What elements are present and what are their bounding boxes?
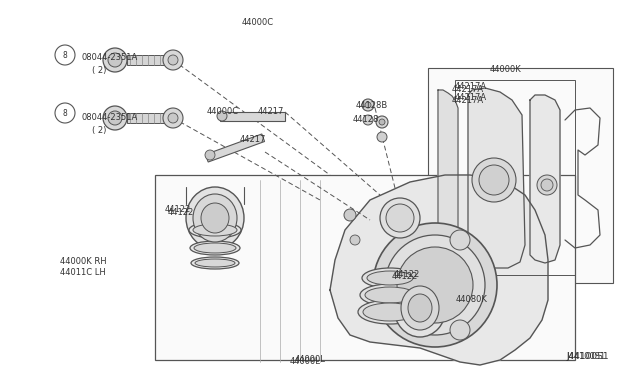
Bar — [205, 134, 264, 162]
Text: 44000K: 44000K — [490, 65, 522, 74]
Ellipse shape — [363, 303, 417, 321]
Circle shape — [385, 235, 485, 335]
Circle shape — [103, 48, 127, 72]
Text: 44217A: 44217A — [455, 82, 487, 91]
Circle shape — [376, 116, 388, 128]
Ellipse shape — [367, 271, 413, 285]
Ellipse shape — [195, 259, 235, 267]
Ellipse shape — [408, 294, 432, 322]
Ellipse shape — [201, 203, 229, 233]
Text: 44122: 44122 — [165, 205, 191, 214]
Ellipse shape — [360, 284, 420, 306]
Circle shape — [350, 235, 360, 245]
Text: 44217A: 44217A — [455, 93, 487, 102]
Ellipse shape — [193, 224, 237, 236]
Text: 8: 8 — [63, 109, 67, 118]
Text: 44217A: 44217A — [452, 96, 484, 105]
Text: 44122: 44122 — [392, 272, 419, 281]
Ellipse shape — [186, 187, 244, 249]
Circle shape — [479, 165, 509, 195]
Ellipse shape — [190, 241, 240, 255]
Ellipse shape — [194, 243, 236, 253]
Ellipse shape — [358, 300, 422, 324]
Text: 44122: 44122 — [394, 270, 420, 279]
Circle shape — [397, 247, 473, 323]
Circle shape — [377, 132, 387, 142]
Circle shape — [168, 113, 178, 123]
Text: 44000K RH: 44000K RH — [60, 257, 107, 266]
Circle shape — [55, 45, 75, 65]
Bar — [127, 55, 165, 65]
Text: 08044-2351A: 08044-2351A — [82, 53, 138, 62]
Circle shape — [163, 108, 183, 128]
Text: 44080K: 44080K — [456, 295, 488, 304]
Circle shape — [217, 111, 227, 121]
Circle shape — [205, 150, 215, 160]
Polygon shape — [530, 95, 560, 263]
Circle shape — [365, 102, 371, 108]
Circle shape — [362, 99, 374, 111]
Circle shape — [386, 204, 414, 232]
Text: 44000L: 44000L — [290, 357, 321, 366]
Bar — [127, 113, 165, 123]
Ellipse shape — [394, 279, 446, 337]
Circle shape — [108, 53, 122, 67]
Polygon shape — [438, 90, 458, 262]
Text: 44128: 44128 — [353, 115, 380, 124]
Text: 44000L: 44000L — [295, 355, 326, 364]
Text: 44011C LH: 44011C LH — [60, 268, 106, 277]
Text: 44122: 44122 — [168, 208, 195, 217]
Circle shape — [363, 115, 373, 125]
Circle shape — [450, 230, 470, 250]
Circle shape — [55, 103, 75, 123]
Text: 44217: 44217 — [240, 135, 266, 144]
Text: 44217A: 44217A — [452, 85, 484, 94]
Text: 44217: 44217 — [258, 107, 284, 116]
Text: 44000C: 44000C — [242, 18, 274, 27]
Ellipse shape — [365, 287, 415, 303]
Text: J44100S1: J44100S1 — [566, 352, 609, 361]
Circle shape — [344, 209, 356, 221]
Circle shape — [472, 158, 516, 202]
Circle shape — [163, 50, 183, 70]
Text: 8: 8 — [63, 51, 67, 60]
Circle shape — [541, 179, 553, 191]
Text: ( 2): ( 2) — [92, 126, 106, 135]
Ellipse shape — [193, 194, 237, 242]
Ellipse shape — [401, 286, 439, 330]
Text: ( 2): ( 2) — [92, 66, 106, 75]
Text: 44128B: 44128B — [356, 101, 388, 110]
Circle shape — [537, 175, 557, 195]
Ellipse shape — [191, 257, 239, 269]
Circle shape — [450, 320, 470, 340]
Text: 44000C: 44000C — [207, 107, 239, 116]
Text: J44100S1: J44100S1 — [566, 352, 605, 361]
Bar — [220, 112, 285, 121]
Bar — [155, 175, 575, 360]
Ellipse shape — [189, 222, 241, 238]
Circle shape — [168, 55, 178, 65]
Ellipse shape — [362, 268, 418, 288]
Bar — [455, 80, 575, 275]
Circle shape — [379, 119, 385, 125]
Text: 08044-2351A: 08044-2351A — [82, 113, 138, 122]
Circle shape — [380, 198, 420, 238]
Polygon shape — [468, 88, 525, 268]
Bar — [428, 68, 613, 283]
Circle shape — [103, 106, 127, 130]
Polygon shape — [330, 175, 548, 365]
Circle shape — [373, 223, 497, 347]
Circle shape — [108, 111, 122, 125]
